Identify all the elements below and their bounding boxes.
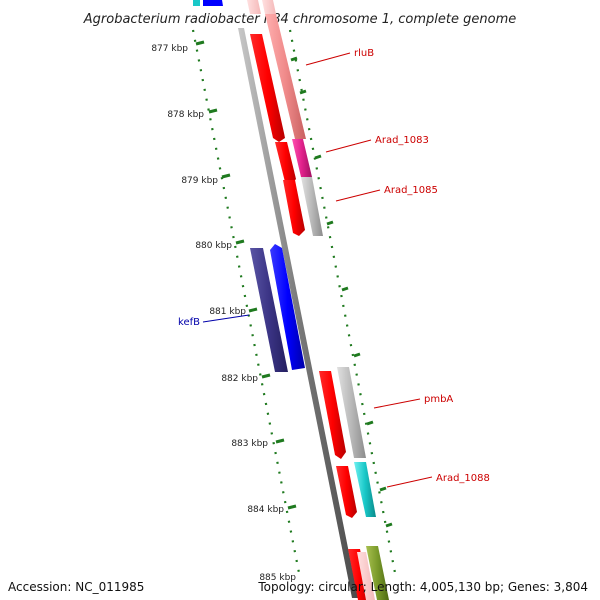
- gene-label-rluB: rluB: [305, 48, 374, 66]
- cds-kefB-partner: [250, 248, 288, 372]
- tick-marks-outer: [290, 56, 393, 528]
- topology-text: Topology: circular; Length: 4,005,130 bp…: [258, 580, 588, 594]
- cog-track: [265, 14, 389, 600]
- cds-arad-1083: [275, 142, 296, 184]
- tick-label: 880 kbp: [195, 241, 232, 251]
- reverse-cds-track: [250, 244, 305, 372]
- tick-labels: 877 kbp 878 kbp 879 kbp 880 kbp 881 kbp …: [151, 44, 296, 583]
- top-features: [193, 0, 276, 14]
- gene-label-arad-1085: Arad_1085: [335, 185, 438, 202]
- gene-label-text: rluB: [354, 48, 374, 59]
- cds-arad-1085: [283, 180, 305, 236]
- gene-label-text: Arad_1088: [436, 473, 490, 484]
- cds-pmbA: [319, 371, 346, 459]
- gene-label-text: kefB: [178, 317, 200, 328]
- accession-text: Accession: NC_011985: [8, 580, 145, 594]
- gene-label-kefB: kefB: [178, 314, 250, 328]
- backbone: [238, 28, 358, 598]
- tick-label: 878 kbp: [167, 110, 204, 120]
- tick-label: 877 kbp: [151, 44, 188, 54]
- cds-kefB: [270, 244, 305, 370]
- tick-label: 883 kbp: [231, 439, 268, 449]
- tick-label: 885 kbp: [259, 573, 296, 583]
- gene-label-arad-1083: Arad_1083: [325, 135, 429, 153]
- map-title: Agrobacterium radiobacter K84 chromosome…: [83, 12, 516, 27]
- gene-label-text: Arad_1083: [375, 135, 429, 146]
- tick-label: 881 kbp: [209, 307, 246, 317]
- gene-label-text: pmbA: [424, 394, 453, 405]
- tick-label: 884 kbp: [247, 505, 284, 515]
- cds-arad-1088: [336, 466, 357, 518]
- tick-label: 882 kbp: [221, 374, 258, 384]
- gene-label-arad-1088: Arad_1088: [386, 473, 490, 488]
- gene-label-pmbA: pmbA: [373, 394, 453, 409]
- tick-marks-inner: [195, 40, 297, 510]
- cds-rluB: [250, 34, 285, 142]
- gene-label-text: Arad_1085: [384, 185, 438, 196]
- tick-label: 879 kbp: [181, 176, 218, 186]
